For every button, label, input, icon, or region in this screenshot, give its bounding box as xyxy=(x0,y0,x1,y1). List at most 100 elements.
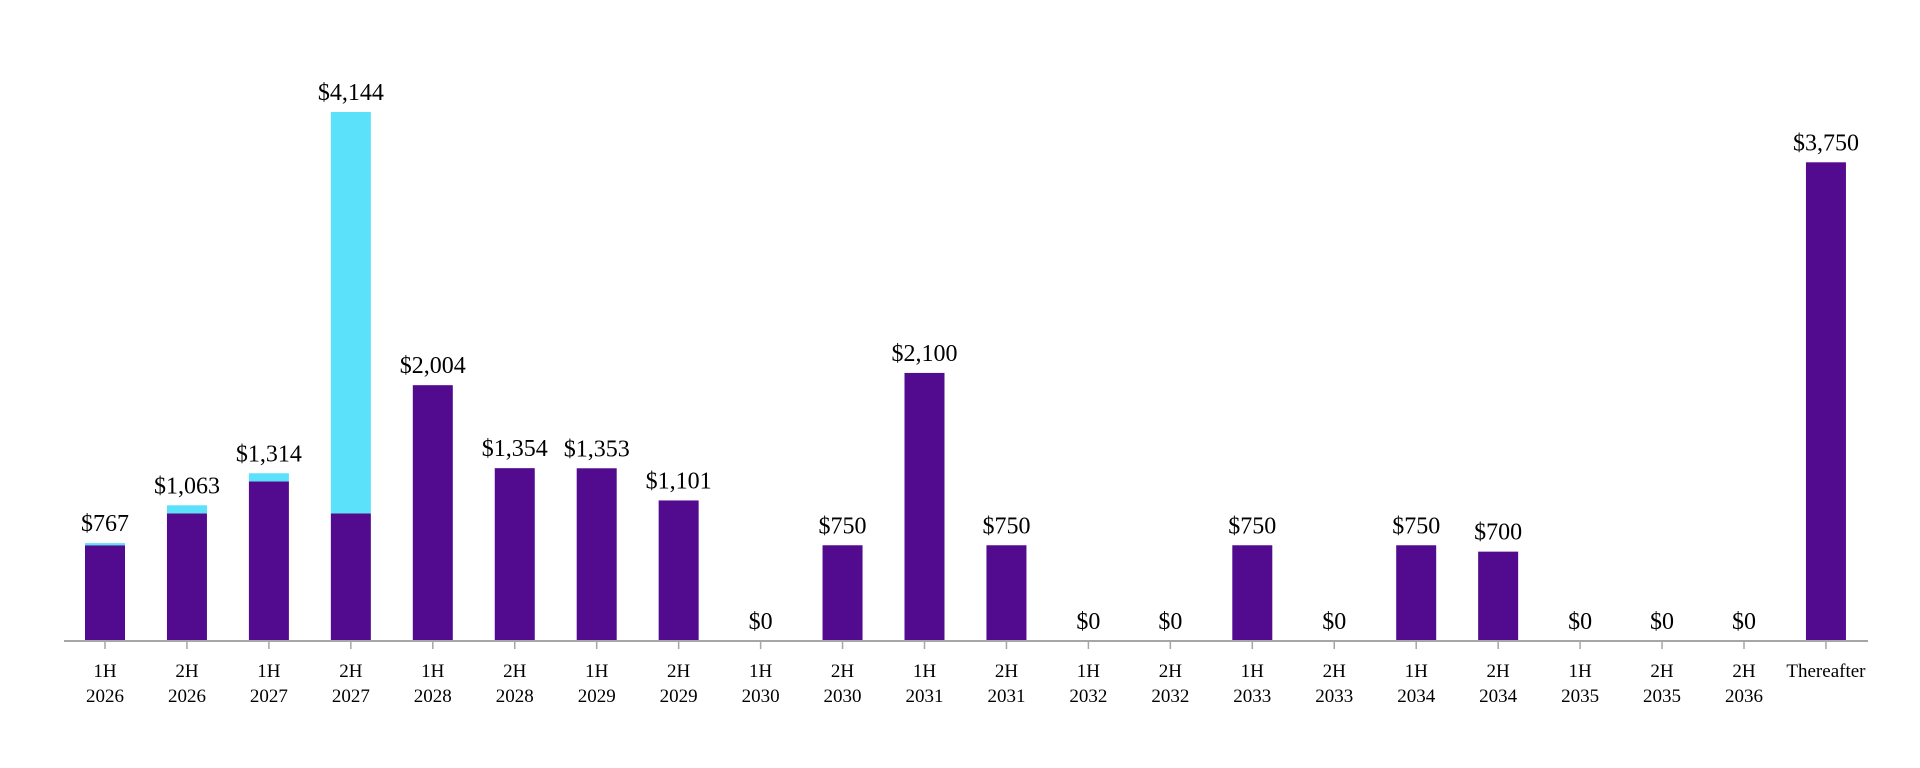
x-tick-label-16: 2H 2033 xyxy=(1315,661,1353,707)
x-tick-label-9: 1H 2030 xyxy=(742,661,780,707)
bar-segment-12-series-1 xyxy=(986,545,1027,641)
x-tick-label-line: 1H xyxy=(1568,661,1592,682)
x-tick-label-line: 1H xyxy=(1405,661,1429,682)
x-tick-label-6: 2H 2028 xyxy=(496,661,534,707)
x-tick-label-line: 2031 xyxy=(906,686,944,707)
x-tick-label-line: 1H xyxy=(421,661,445,682)
x-tick-label-line: 2H xyxy=(667,661,691,682)
bar-segment-2-series-2 xyxy=(166,505,207,514)
bars-layer xyxy=(85,112,1846,642)
x-tick-label-line: 2029 xyxy=(660,686,698,707)
x-tick-label-13: 1H 2032 xyxy=(1069,661,1107,707)
x-tick-label-line: 1H xyxy=(257,661,281,682)
total-label-11: $2,100 xyxy=(892,341,958,367)
x-tick-label-line: 1H xyxy=(1241,661,1265,682)
bar-segment-3-series-1 xyxy=(248,481,289,641)
x-tick-label-line: 2H xyxy=(1650,661,1674,682)
x-tick-label-line: 2030 xyxy=(742,686,780,707)
x-tick-label-line: 2034 xyxy=(1397,686,1436,707)
total-label-2: $1,063 xyxy=(154,473,220,499)
total-label-16: $0 xyxy=(1322,609,1346,635)
x-tick-label-20: 2H 2035 xyxy=(1643,661,1681,707)
bar-segment-2-series-1 xyxy=(166,513,207,641)
total-label-8: $1,101 xyxy=(646,468,712,494)
x-tick-label-21: 2H 2036 xyxy=(1725,661,1763,707)
bar-segment-6-series-1 xyxy=(494,468,535,641)
x-tick-label-line: 2H xyxy=(503,661,527,682)
x-tick-label-12: 2H 2031 xyxy=(987,661,1025,707)
total-label-1: $767 xyxy=(81,511,129,537)
total-label-6: $1,354 xyxy=(482,436,548,462)
x-tick-label-line: 2032 xyxy=(1151,686,1189,707)
bar-segment-22-series-1 xyxy=(1805,162,1846,642)
total-label-13: $0 xyxy=(1076,609,1100,635)
bar-segment-18-series-1 xyxy=(1478,551,1519,641)
x-tick-label-line: 2H xyxy=(1487,661,1511,682)
x-tick-label-15: 1H 2033 xyxy=(1233,661,1271,707)
bar-segment-4-series-2 xyxy=(330,112,371,514)
x-tick-label-line: 2027 xyxy=(332,686,370,707)
x-tick-label-line: 2H xyxy=(1159,661,1183,682)
x-axis: 1H 2026 2H 2026 1H 2027 2H 2027 1H 2028 2H 2028 1H 20… xyxy=(64,640,1868,707)
x-tick-label-line: 2029 xyxy=(578,686,616,707)
bar-segment-8-series-1 xyxy=(658,500,699,641)
x-tick-label-line: 1H xyxy=(913,661,937,682)
total-label-18: $700 xyxy=(1474,520,1522,546)
total-labels-layer: $767 $1,063 $1,314 $4,144 $2,004 $1,354 $1,353… xyxy=(81,80,1859,635)
x-tick-label-7: 1H 2029 xyxy=(578,661,616,707)
bar-segment-1-series-2 xyxy=(85,543,125,546)
bar-segment-5-series-1 xyxy=(412,385,453,641)
x-tick-label-line: 2H xyxy=(995,661,1019,682)
x-tick-label-10: 2H 2030 xyxy=(824,661,862,707)
x-tick-label-14: 2H 2032 xyxy=(1151,661,1189,707)
x-tick-label-11: 1H 2031 xyxy=(906,661,944,707)
bar-segment-7-series-1 xyxy=(576,468,617,641)
x-tick-label-line: 2026 xyxy=(86,686,124,707)
bar-segment-10-series-1 xyxy=(822,545,863,641)
x-tick-label-line: 2028 xyxy=(496,686,534,707)
x-tick-label-line: 1H xyxy=(1077,661,1101,682)
x-tick-label-5: 1H 2028 xyxy=(414,661,452,707)
x-tick-label-line: 2035 xyxy=(1561,686,1599,707)
x-tick-label-line: 1H xyxy=(749,661,773,682)
total-label-5: $2,004 xyxy=(400,353,466,379)
x-tick-label-line: 2028 xyxy=(414,686,452,707)
x-tick-label-line: 2031 xyxy=(987,686,1025,707)
x-tick-label-line: 2H xyxy=(175,661,199,682)
x-tick-label-line: 1H xyxy=(585,661,609,682)
bar-segment-4-series-1 xyxy=(330,513,371,641)
total-label-21: $0 xyxy=(1732,609,1756,635)
bar-segment-3-series-2 xyxy=(248,473,289,482)
x-tick-label-line: 2034 xyxy=(1479,686,1518,707)
x-tick-label-3: 1H 2027 xyxy=(250,661,288,707)
x-tick-label-22: Thereafter xyxy=(1786,661,1866,682)
bar-segment-15-series-1 xyxy=(1232,545,1273,641)
x-tick-label-4: 2H 2027 xyxy=(332,661,370,707)
total-label-20: $0 xyxy=(1650,609,1674,635)
total-label-12: $750 xyxy=(982,513,1030,539)
x-tick-label-17: 1H 2034 xyxy=(1397,661,1436,707)
x-tick-label-line: 2033 xyxy=(1233,686,1271,707)
x-tick-label-line: 2H xyxy=(339,661,363,682)
total-label-9: $0 xyxy=(749,609,773,635)
x-tick-label-19: 1H 2035 xyxy=(1561,661,1599,707)
total-label-14: $0 xyxy=(1158,609,1182,635)
x-tick-label-18: 2H 2034 xyxy=(1479,661,1518,707)
total-label-10: $750 xyxy=(819,513,867,539)
x-tick-label-line: 2035 xyxy=(1643,686,1681,707)
bar-segment-17-series-1 xyxy=(1396,545,1437,641)
x-tick-label-line: 2H xyxy=(1323,661,1347,682)
bar-segment-11-series-1 xyxy=(904,372,945,641)
total-label-17: $750 xyxy=(1392,513,1440,539)
x-tick-label-line: 2030 xyxy=(824,686,862,707)
x-tick-label-2: 2H 2026 xyxy=(168,661,206,707)
total-label-19: $0 xyxy=(1568,609,1592,635)
x-tick-label-line: 2032 xyxy=(1069,686,1107,707)
x-tick-label-line: 2036 xyxy=(1725,686,1763,707)
x-tick-label-line: 1H xyxy=(93,661,117,682)
x-tick-label-line: 2H xyxy=(831,661,855,682)
total-label-22: $3,750 xyxy=(1793,130,1859,156)
x-tick-label-1: 1H 2026 xyxy=(86,661,124,707)
x-tick-label-line: 2H xyxy=(1732,661,1756,682)
total-label-3: $1,314 xyxy=(236,441,302,467)
